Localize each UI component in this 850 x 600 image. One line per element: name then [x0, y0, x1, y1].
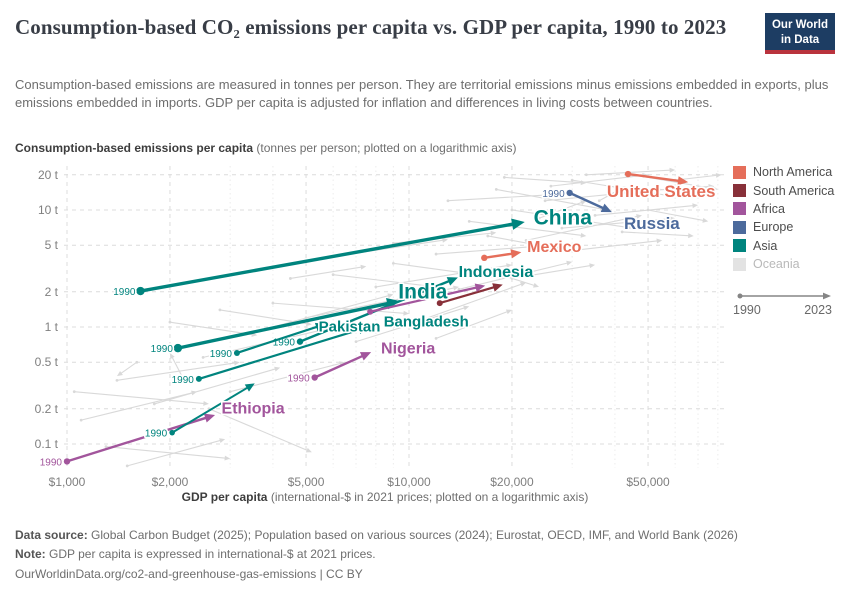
- chart-title: Consumption-based CO₂ emissions per capi…: [15, 15, 727, 39]
- svg-text:0.1 t: 0.1 t: [35, 437, 59, 451]
- legend-item-oceania[interactable]: Oceania: [733, 255, 834, 273]
- y-axis-title: Consumption-based emissions per capita (…: [15, 141, 517, 155]
- svg-text:$1,000: $1,000: [49, 475, 86, 489]
- svg-text:0.5 t: 0.5 t: [35, 355, 59, 369]
- owid-logo-line1: Our World: [771, 19, 828, 31]
- svg-text:10 t: 10 t: [38, 203, 59, 217]
- legend-swatch: [733, 239, 746, 253]
- arrow-legend-start: 1990: [733, 303, 761, 317]
- note-line: Note: GDP per capita is expressed in int…: [15, 545, 839, 564]
- legend-swatch: [733, 220, 746, 234]
- svg-text:0.2 t: 0.2 t: [35, 402, 59, 416]
- x-axis-title: GDP per capita (international-$ in 2021 …: [0, 490, 770, 504]
- year-1990-label: 1990: [145, 429, 168, 440]
- legend-label: Africa: [753, 201, 785, 216]
- legend-item-europe[interactable]: Europe: [733, 218, 834, 236]
- country-label-china: China: [534, 206, 593, 229]
- country-label-india: India: [398, 280, 447, 303]
- country-label-nigeria: Nigeria: [381, 341, 435, 358]
- chart-subtitle: Consumption-based emissions are measured…: [15, 77, 829, 111]
- legend-label: Europe: [753, 220, 794, 235]
- country-label-indonesia: Indonesia: [459, 264, 534, 281]
- country-label-united-states: United States: [607, 182, 716, 201]
- legend-item-africa[interactable]: Africa: [733, 200, 834, 218]
- svg-text:$10,000: $10,000: [387, 475, 431, 489]
- legend-label: Asia: [753, 238, 778, 253]
- legend-swatch: [733, 184, 746, 198]
- x-axis-title-rest: (international-$ in 2021 prices; plotted…: [267, 490, 589, 504]
- legend-swatch: [733, 165, 746, 179]
- svg-text:$5,000: $5,000: [288, 475, 325, 489]
- datasource-line: Data source: Global Carbon Budget (2025)…: [15, 526, 839, 545]
- y-axis-title-rest: (tonnes per person; plotted on a logarit…: [253, 141, 517, 155]
- svg-text:2 t: 2 t: [45, 285, 59, 299]
- legend-item-asia[interactable]: Asia: [733, 237, 834, 255]
- owid-logo[interactable]: Our World in Data: [765, 13, 835, 54]
- year-1990-label: 1990: [151, 344, 174, 355]
- year-1990-label: 1990: [210, 349, 233, 360]
- country-label-russia: Russia: [624, 214, 680, 233]
- year-1990-label: 1990: [542, 189, 565, 200]
- country-label-ethiopia: Ethiopia: [222, 401, 285, 418]
- country-label-pakistan: Pakistan: [319, 318, 381, 335]
- country-label-mexico: Mexico: [527, 239, 581, 256]
- svg-text:5 t: 5 t: [45, 238, 59, 252]
- continent-legend: North America South America Africa Europ…: [733, 163, 834, 273]
- legend-label: North America: [753, 165, 833, 180]
- country-label-bangladesh: Bangladesh: [384, 313, 469, 330]
- svg-text:$2,000: $2,000: [152, 475, 189, 489]
- legend-label: Oceania: [753, 257, 800, 272]
- legend-item-south-america[interactable]: South America: [733, 181, 834, 199]
- year-1990-label: 1990: [172, 375, 195, 386]
- legend-swatch: [733, 257, 746, 271]
- note-label: Note:: [15, 547, 46, 562]
- arrow-legend-end: 2023: [804, 303, 832, 317]
- owid-url-link[interactable]: OurWorldinData.org/co2-and-greenhouse-ga…: [15, 566, 363, 581]
- svg-text:$20,000: $20,000: [490, 475, 534, 489]
- legend-label: South America: [753, 183, 835, 198]
- note-text: GDP per capita is expressed in internati…: [45, 547, 376, 562]
- svg-text:$50,000: $50,000: [626, 475, 670, 489]
- legend-item-north-america[interactable]: North America: [733, 163, 834, 181]
- owid-logo-line2: in Data: [780, 33, 820, 46]
- svg-text:20 t: 20 t: [38, 168, 59, 182]
- chart-header: Consumption-based CO₂ emissions per capi…: [15, 14, 750, 41]
- legend-swatch: [733, 202, 746, 216]
- year-1990-label: 1990: [113, 287, 136, 298]
- datasource-label: Data source:: [15, 528, 88, 542]
- x-axis-title-bold: GDP per capita: [181, 490, 268, 504]
- y-axis-title-bold: Consumption-based emissions per capita: [15, 141, 254, 155]
- datasource-text: Global Carbon Budget (2025); Population …: [87, 528, 738, 542]
- svg-text:1 t: 1 t: [45, 320, 59, 334]
- year-1990-label: 1990: [40, 457, 63, 468]
- year-1990-label: 1990: [287, 374, 310, 385]
- chart-footer: Data source: Global Carbon Budget (2025)…: [15, 526, 839, 584]
